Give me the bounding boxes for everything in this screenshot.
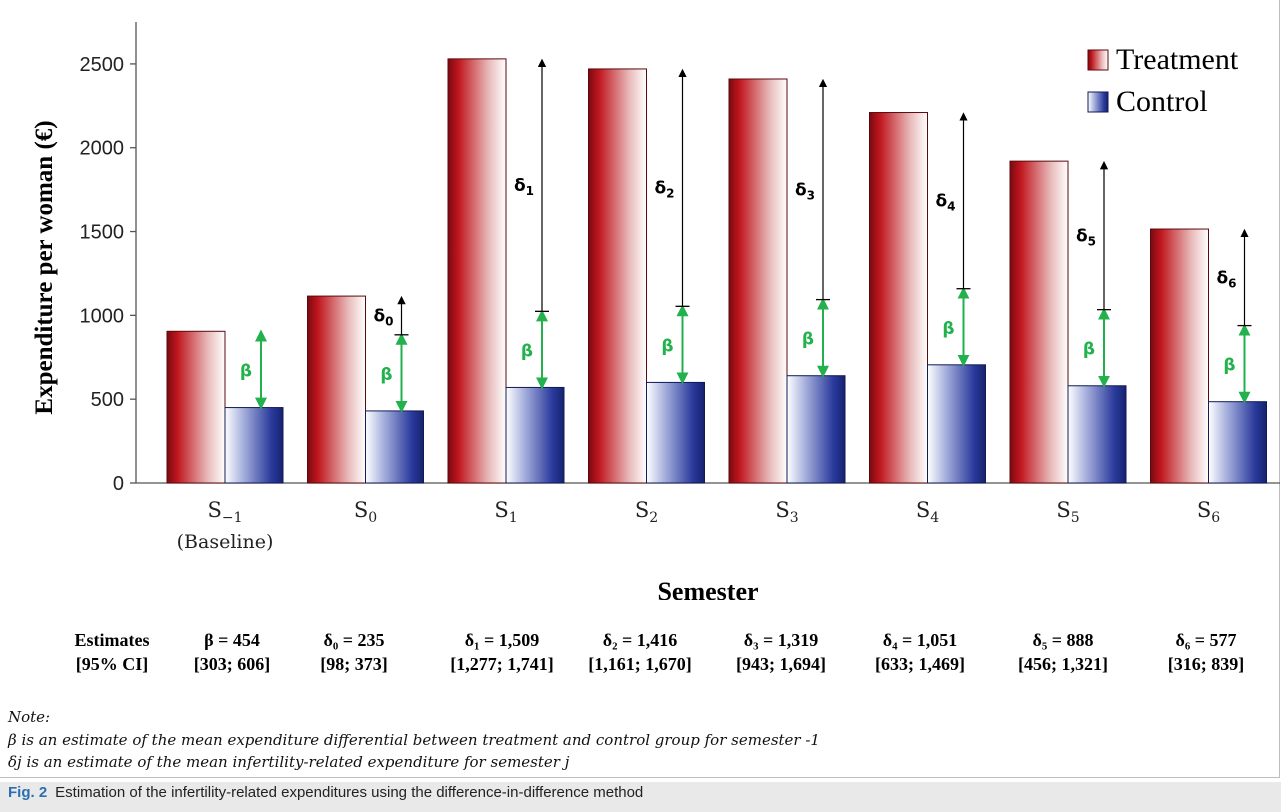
bar-control-m1	[224, 407, 284, 484]
y-tick-label: 2500	[80, 54, 125, 76]
note-delta: δj is an estimate of the mean infertilit…	[8, 753, 570, 771]
beta-label-m1: β	[240, 362, 252, 382]
estimate-value-s0: δ₀ = 235	[323, 630, 385, 650]
x-tick-sublabel-m1: (Baseline)	[177, 531, 274, 553]
bar-treatment-s3	[728, 78, 788, 484]
delta-label-6: δ6	[1216, 268, 1236, 290]
legend-swatch-control	[1087, 91, 1109, 113]
beta-label-s4: β	[942, 319, 954, 339]
estimate-ci-s0: [98; 373]	[320, 654, 388, 674]
estimate-ci-s5: [456; 1,321]	[1018, 654, 1108, 674]
estimates-row: Estimates [95% CI] β = 454 [303; 606] δ₀ =…	[0, 630, 1281, 680]
beta-label-s6: β	[1223, 356, 1235, 376]
x-tick-label-s1: S1	[494, 498, 517, 526]
bar-treatment-s5	[1009, 160, 1069, 484]
delta-label-0: δ0	[373, 306, 393, 328]
beta-label-s5: β	[1083, 340, 1095, 360]
ci-label: [95% CI]	[75, 654, 149, 674]
estimate-value-s2: δ₂ = 1,416	[602, 630, 678, 650]
y-tick-label: 0	[113, 473, 124, 495]
x-tick-label-m1: S−1	[207, 498, 242, 526]
caption-text: Estimation of the infertility-related ex…	[55, 784, 644, 801]
bar-treatment-s4	[869, 112, 928, 484]
note-title: Note:	[8, 708, 51, 726]
y-tick-label: 1500	[80, 222, 125, 244]
beta-label-s3: β	[802, 330, 814, 350]
estimates-label: Estimates	[74, 630, 150, 650]
x-tick-label-s4: S4	[916, 498, 939, 526]
bar-treatment-s2	[588, 68, 647, 484]
x-tick-label-s3: S3	[775, 498, 798, 526]
bar-chart: β β β β β β β β δ0 δ1 δ2 δ3 δ4 δ5 δ6 0 500 1000 1500 2000 2…	[31, 22, 1280, 600]
beta-label-s2: β	[661, 336, 673, 356]
beta-label-s1: β	[521, 341, 533, 361]
bar-control-s4	[927, 364, 986, 484]
estimate-ci-s4: [633; 1,469]	[875, 654, 965, 674]
bar-treatment-s1	[447, 58, 507, 484]
estimate-value-s6: δ₆ = 577	[1175, 630, 1237, 650]
bar-control-s5	[1067, 385, 1127, 484]
legend-label-treatment: Treatment	[1116, 43, 1239, 76]
bar-treatment-m1	[166, 330, 226, 484]
estimate-value-s4: δ₄ = 1,051	[882, 630, 958, 650]
bar-control-s6	[1208, 401, 1267, 484]
y-tick-label: 500	[91, 389, 124, 411]
legend-swatch-treatment	[1087, 49, 1109, 71]
legend-label-control: Control	[1116, 85, 1208, 118]
estimate-value-m1: β = 454	[204, 630, 260, 650]
bar-control-s1	[505, 386, 565, 484]
estimate-ci-m1: [303; 606]	[193, 654, 271, 674]
caption-label: Fig. 2	[8, 784, 48, 801]
x-tick-label-s2: S2	[635, 498, 658, 526]
estimate-ci-s2: [1,161; 1,670]	[588, 654, 692, 674]
x-axis-title: Semester	[657, 577, 758, 600]
bar-treatment-s0	[307, 295, 366, 484]
figure-caption: Fig. 2 Estimation of the infertility-rela…	[0, 782, 1281, 812]
beta-label-s0: β	[380, 365, 392, 385]
delta-label-5: δ5	[1076, 226, 1096, 248]
x-tick-label-s0: S0	[354, 498, 377, 526]
y-tick-label: 2000	[80, 138, 125, 160]
estimate-ci-s1: [1,277; 1,741]	[450, 654, 554, 674]
estimate-ci-s6: [316; 839]	[1167, 654, 1245, 674]
bar-treatment-s6	[1150, 228, 1209, 484]
estimate-ci-s3: [943; 1,694]	[736, 654, 826, 674]
estimate-value-s3: δ₃ = 1,319	[743, 630, 819, 650]
estimate-value-s5: δ₅ = 888	[1032, 630, 1094, 650]
delta-label-1: δ1	[514, 176, 534, 198]
delta-label-4: δ4	[935, 192, 955, 214]
x-tick-label-s5: S5	[1056, 498, 1079, 526]
y-axis-title: Expenditure per woman (€)	[31, 120, 58, 414]
delta-label-2: δ2	[654, 179, 674, 201]
x-tick-label-s6: S6	[1197, 498, 1220, 526]
note-beta: β is an estimate of the mean expenditure…	[8, 731, 820, 749]
y-tick-label: 1000	[80, 305, 125, 327]
bar-control-s2	[646, 381, 705, 484]
bar-control-s0	[365, 410, 424, 484]
estimate-value-s1: δ₁ = 1,509	[464, 630, 540, 650]
bar-control-s3	[786, 375, 846, 484]
delta-label-3: δ3	[795, 180, 815, 202]
